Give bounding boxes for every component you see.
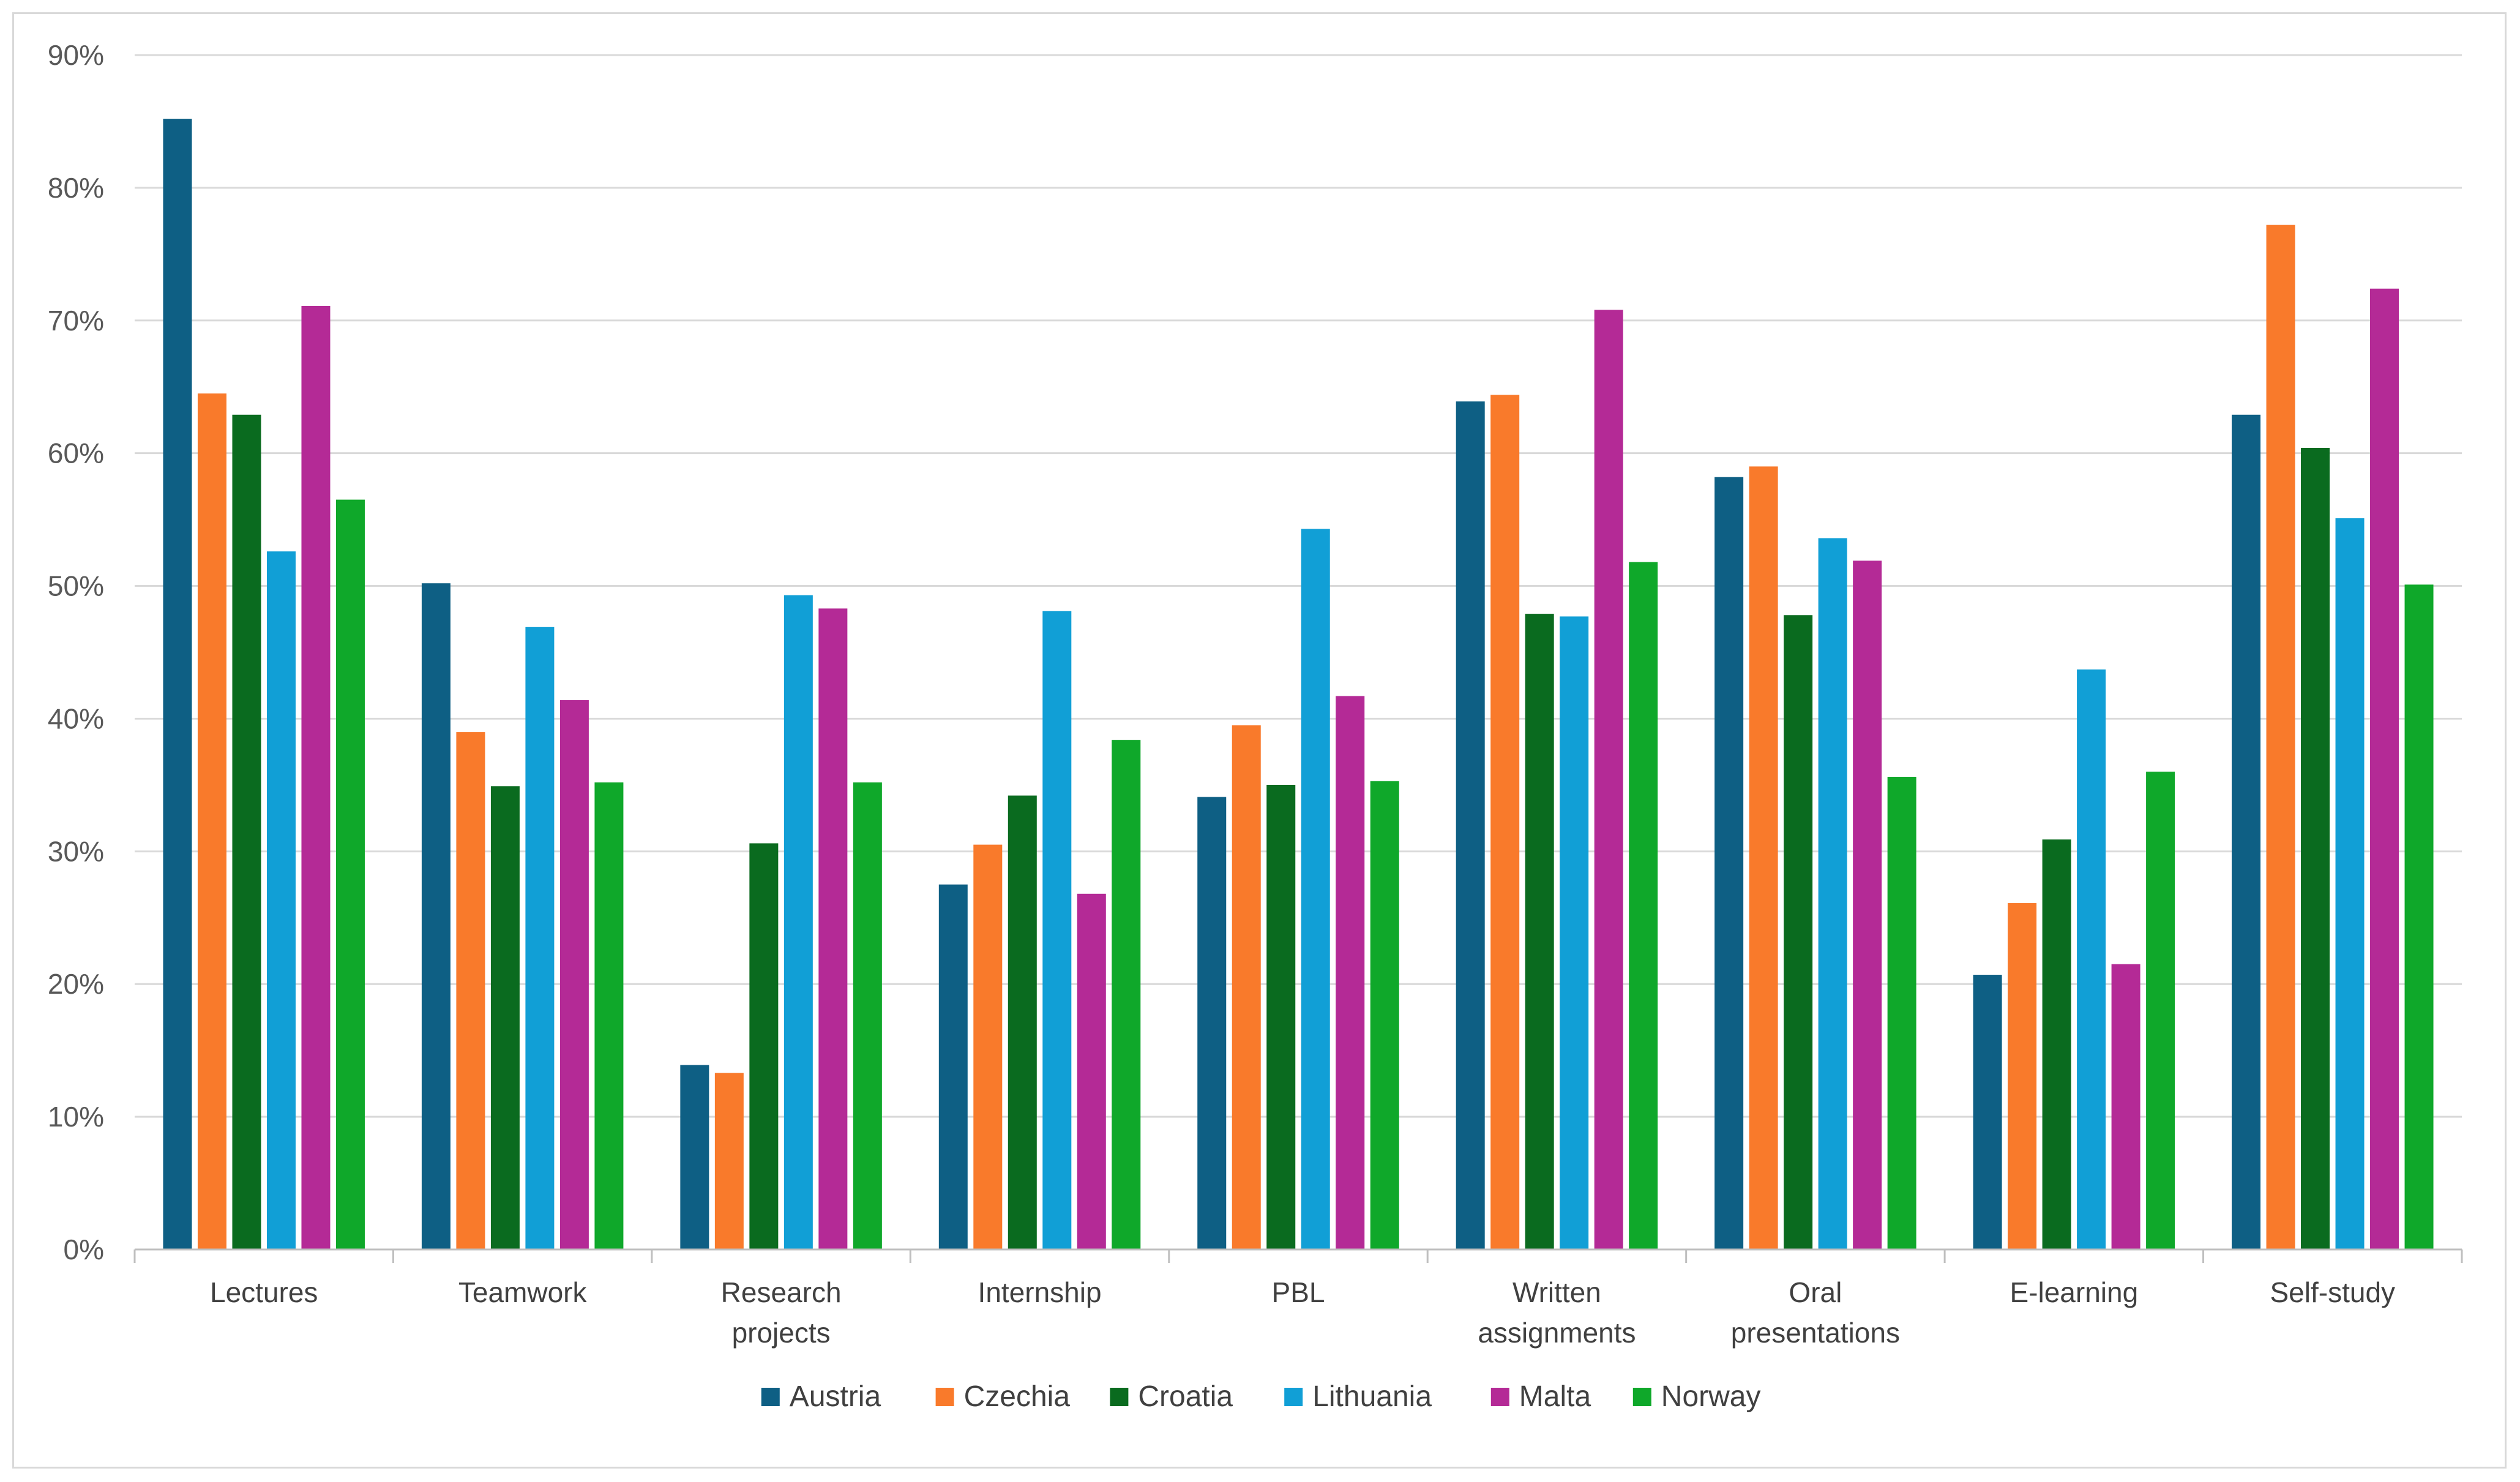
legend-label-austria: Austria bbox=[790, 1380, 881, 1413]
bar-norway-3 bbox=[1112, 740, 1141, 1249]
bar-austria-6 bbox=[1714, 477, 1744, 1249]
x-category-label: Lectures bbox=[210, 1276, 318, 1308]
legend-swatch-norway bbox=[1632, 1388, 1651, 1406]
bar-croatia-7 bbox=[2042, 839, 2071, 1249]
bar-croatia-0 bbox=[232, 414, 261, 1250]
bar-malta-7 bbox=[2111, 964, 2141, 1249]
bar-czechia-8 bbox=[2266, 225, 2295, 1249]
legend-swatch-austria bbox=[761, 1388, 780, 1406]
bar-malta-4 bbox=[1336, 696, 1365, 1249]
bar-czechia-2 bbox=[714, 1073, 744, 1249]
bar-croatia-6 bbox=[1784, 615, 1813, 1249]
x-category-label: projects bbox=[732, 1317, 831, 1349]
gridlines bbox=[135, 54, 2462, 1118]
y-tick-label: 90% bbox=[48, 39, 104, 71]
bar-austria-8 bbox=[2232, 414, 2261, 1250]
bar-malta-1 bbox=[559, 700, 589, 1249]
x-category-label: Self-study bbox=[2270, 1276, 2396, 1308]
bar-norway-5 bbox=[1629, 562, 1658, 1249]
y-tick-label: 50% bbox=[48, 570, 104, 602]
bar-croatia-5 bbox=[1525, 614, 1554, 1249]
bar-malta-6 bbox=[1853, 560, 1882, 1249]
legend-swatch-czechia bbox=[935, 1388, 954, 1406]
bar-croatia-1 bbox=[490, 786, 520, 1249]
bar-norway-2 bbox=[853, 782, 882, 1249]
bar-croatia-8 bbox=[2301, 447, 2330, 1249]
legend-swatch-malta bbox=[1490, 1388, 1509, 1406]
y-tick-label: 70% bbox=[48, 305, 104, 337]
bar-czechia-5 bbox=[1490, 395, 1520, 1249]
bar-malta-0 bbox=[301, 305, 331, 1249]
x-category-label: PBL bbox=[1272, 1276, 1325, 1308]
legend: Austria Czechia Croatia Lithuania Malta Norwa… bbox=[761, 1380, 1761, 1413]
bar-lithuania-3 bbox=[1042, 611, 1072, 1250]
legend-swatch-croatia bbox=[1110, 1388, 1129, 1406]
bar-czechia-0 bbox=[197, 393, 226, 1249]
bar-malta-3 bbox=[1077, 893, 1106, 1249]
bar-norway-6 bbox=[1887, 776, 1916, 1249]
bar-austria-0 bbox=[163, 119, 192, 1249]
legend-label-malta: Malta bbox=[1519, 1380, 1591, 1413]
bar-austria-4 bbox=[1197, 797, 1227, 1249]
bar-norway-7 bbox=[2146, 772, 2175, 1249]
legend-label-czechia: Czechia bbox=[964, 1380, 1071, 1413]
bar-croatia-3 bbox=[1008, 795, 1037, 1249]
legend-label-norway: Norway bbox=[1661, 1380, 1761, 1413]
bar-czechia-4 bbox=[1232, 725, 1261, 1249]
bar-lithuania-5 bbox=[1560, 616, 1589, 1250]
x-category-label: Written bbox=[1512, 1276, 1601, 1308]
bar-norway-8 bbox=[2404, 584, 2434, 1249]
bars bbox=[163, 119, 2434, 1250]
bar-czechia-7 bbox=[2008, 903, 2037, 1249]
y-tick-label: 10% bbox=[48, 1101, 104, 1133]
x-category-label: Teamwork bbox=[458, 1276, 588, 1308]
y-tick-label: 0% bbox=[64, 1234, 104, 1265]
bar-norway-4 bbox=[1370, 781, 1399, 1249]
axes: 0% 10% 20% 30% 40% 50% 60% 70% 80% 90% Lectures Tea… bbox=[48, 39, 2463, 1349]
x-category-label: presentations bbox=[1731, 1317, 1900, 1349]
bar-austria-1 bbox=[421, 583, 451, 1249]
bar-lithuania-8 bbox=[2335, 518, 2365, 1250]
x-category-label: Internship bbox=[978, 1276, 1102, 1308]
bar-lithuania-1 bbox=[525, 627, 555, 1249]
y-tick-label: 80% bbox=[48, 172, 104, 204]
legend-label-lithuania: Lithuania bbox=[1312, 1380, 1432, 1413]
y-tick-label: 60% bbox=[48, 438, 104, 469]
bar-norway-0 bbox=[335, 499, 365, 1249]
legend-label-croatia: Croatia bbox=[1138, 1380, 1233, 1413]
bar-croatia-2 bbox=[749, 843, 779, 1249]
x-category-label: E-learning bbox=[2010, 1276, 2138, 1308]
bar-lithuania-4 bbox=[1301, 529, 1330, 1249]
bar-croatia-4 bbox=[1266, 784, 1296, 1249]
y-tick-label: 30% bbox=[48, 835, 104, 867]
bar-lithuania-7 bbox=[2077, 669, 2106, 1249]
x-category-label: assignments bbox=[1478, 1317, 1636, 1349]
legend-swatch-lithuania bbox=[1284, 1388, 1303, 1406]
y-tick-label: 20% bbox=[48, 968, 104, 1000]
bar-malta-8 bbox=[2370, 288, 2399, 1249]
bar-austria-3 bbox=[938, 884, 968, 1249]
bar-norway-1 bbox=[594, 782, 624, 1249]
x-category-label: Research bbox=[721, 1276, 842, 1308]
bar-austria-5 bbox=[1456, 401, 1485, 1249]
bar-lithuania-0 bbox=[266, 551, 296, 1249]
bar-austria-2 bbox=[680, 1065, 709, 1249]
bar-czechia-1 bbox=[456, 732, 485, 1249]
y-tick-label: 40% bbox=[48, 702, 104, 734]
bar-malta-2 bbox=[818, 608, 848, 1249]
bar-austria-7 bbox=[1973, 975, 2002, 1249]
bar-czechia-3 bbox=[973, 844, 1003, 1249]
bar-lithuania-6 bbox=[1818, 538, 1847, 1249]
bar-czechia-6 bbox=[1749, 466, 1778, 1250]
x-category-label: Oral bbox=[1789, 1276, 1842, 1308]
bar-malta-5 bbox=[1594, 310, 1623, 1250]
bar-lithuania-2 bbox=[783, 595, 813, 1249]
